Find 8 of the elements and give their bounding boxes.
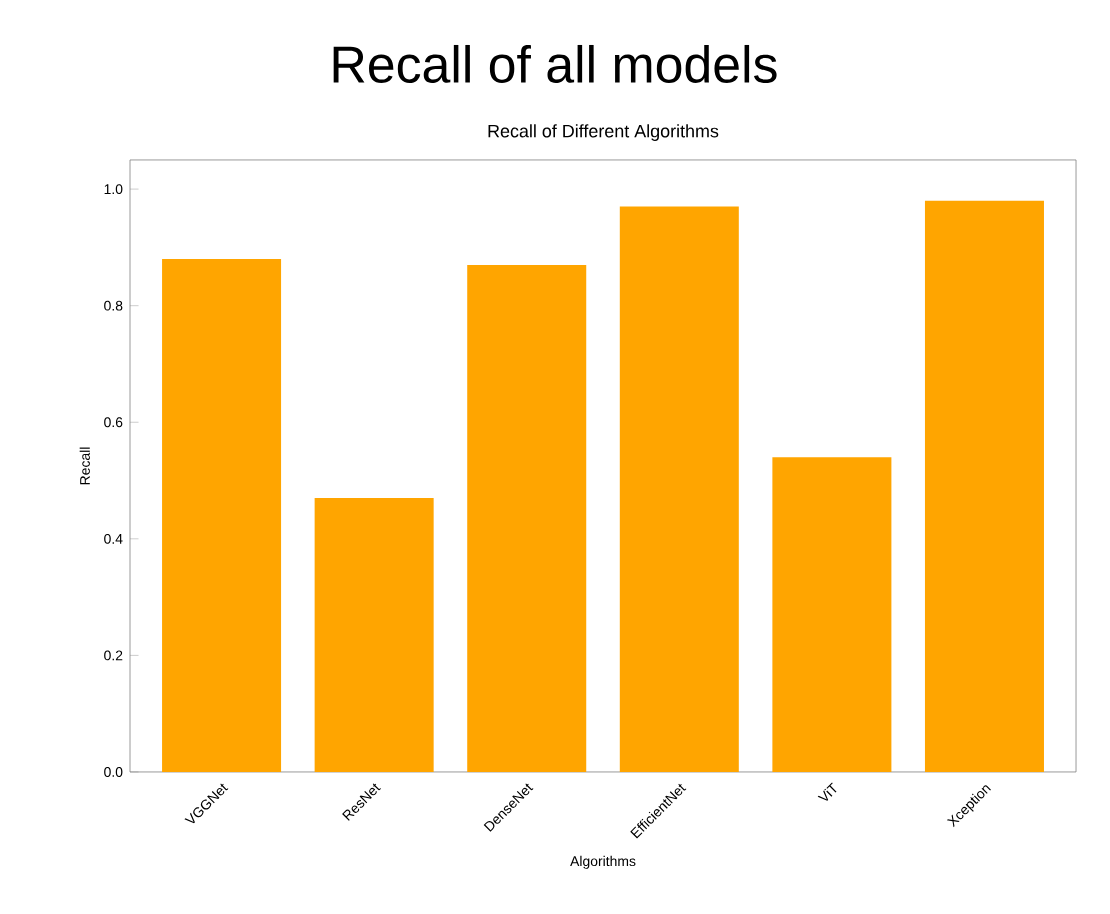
chart-subtitle: Recall of Different Algorithms — [488, 124, 719, 141]
bar — [314, 498, 434, 772]
bar — [772, 457, 892, 772]
bar — [619, 206, 739, 772]
bar — [162, 259, 282, 772]
bar — [467, 264, 587, 772]
chart-title: Recall of all models — [333, 44, 777, 83]
bar — [924, 200, 1044, 772]
